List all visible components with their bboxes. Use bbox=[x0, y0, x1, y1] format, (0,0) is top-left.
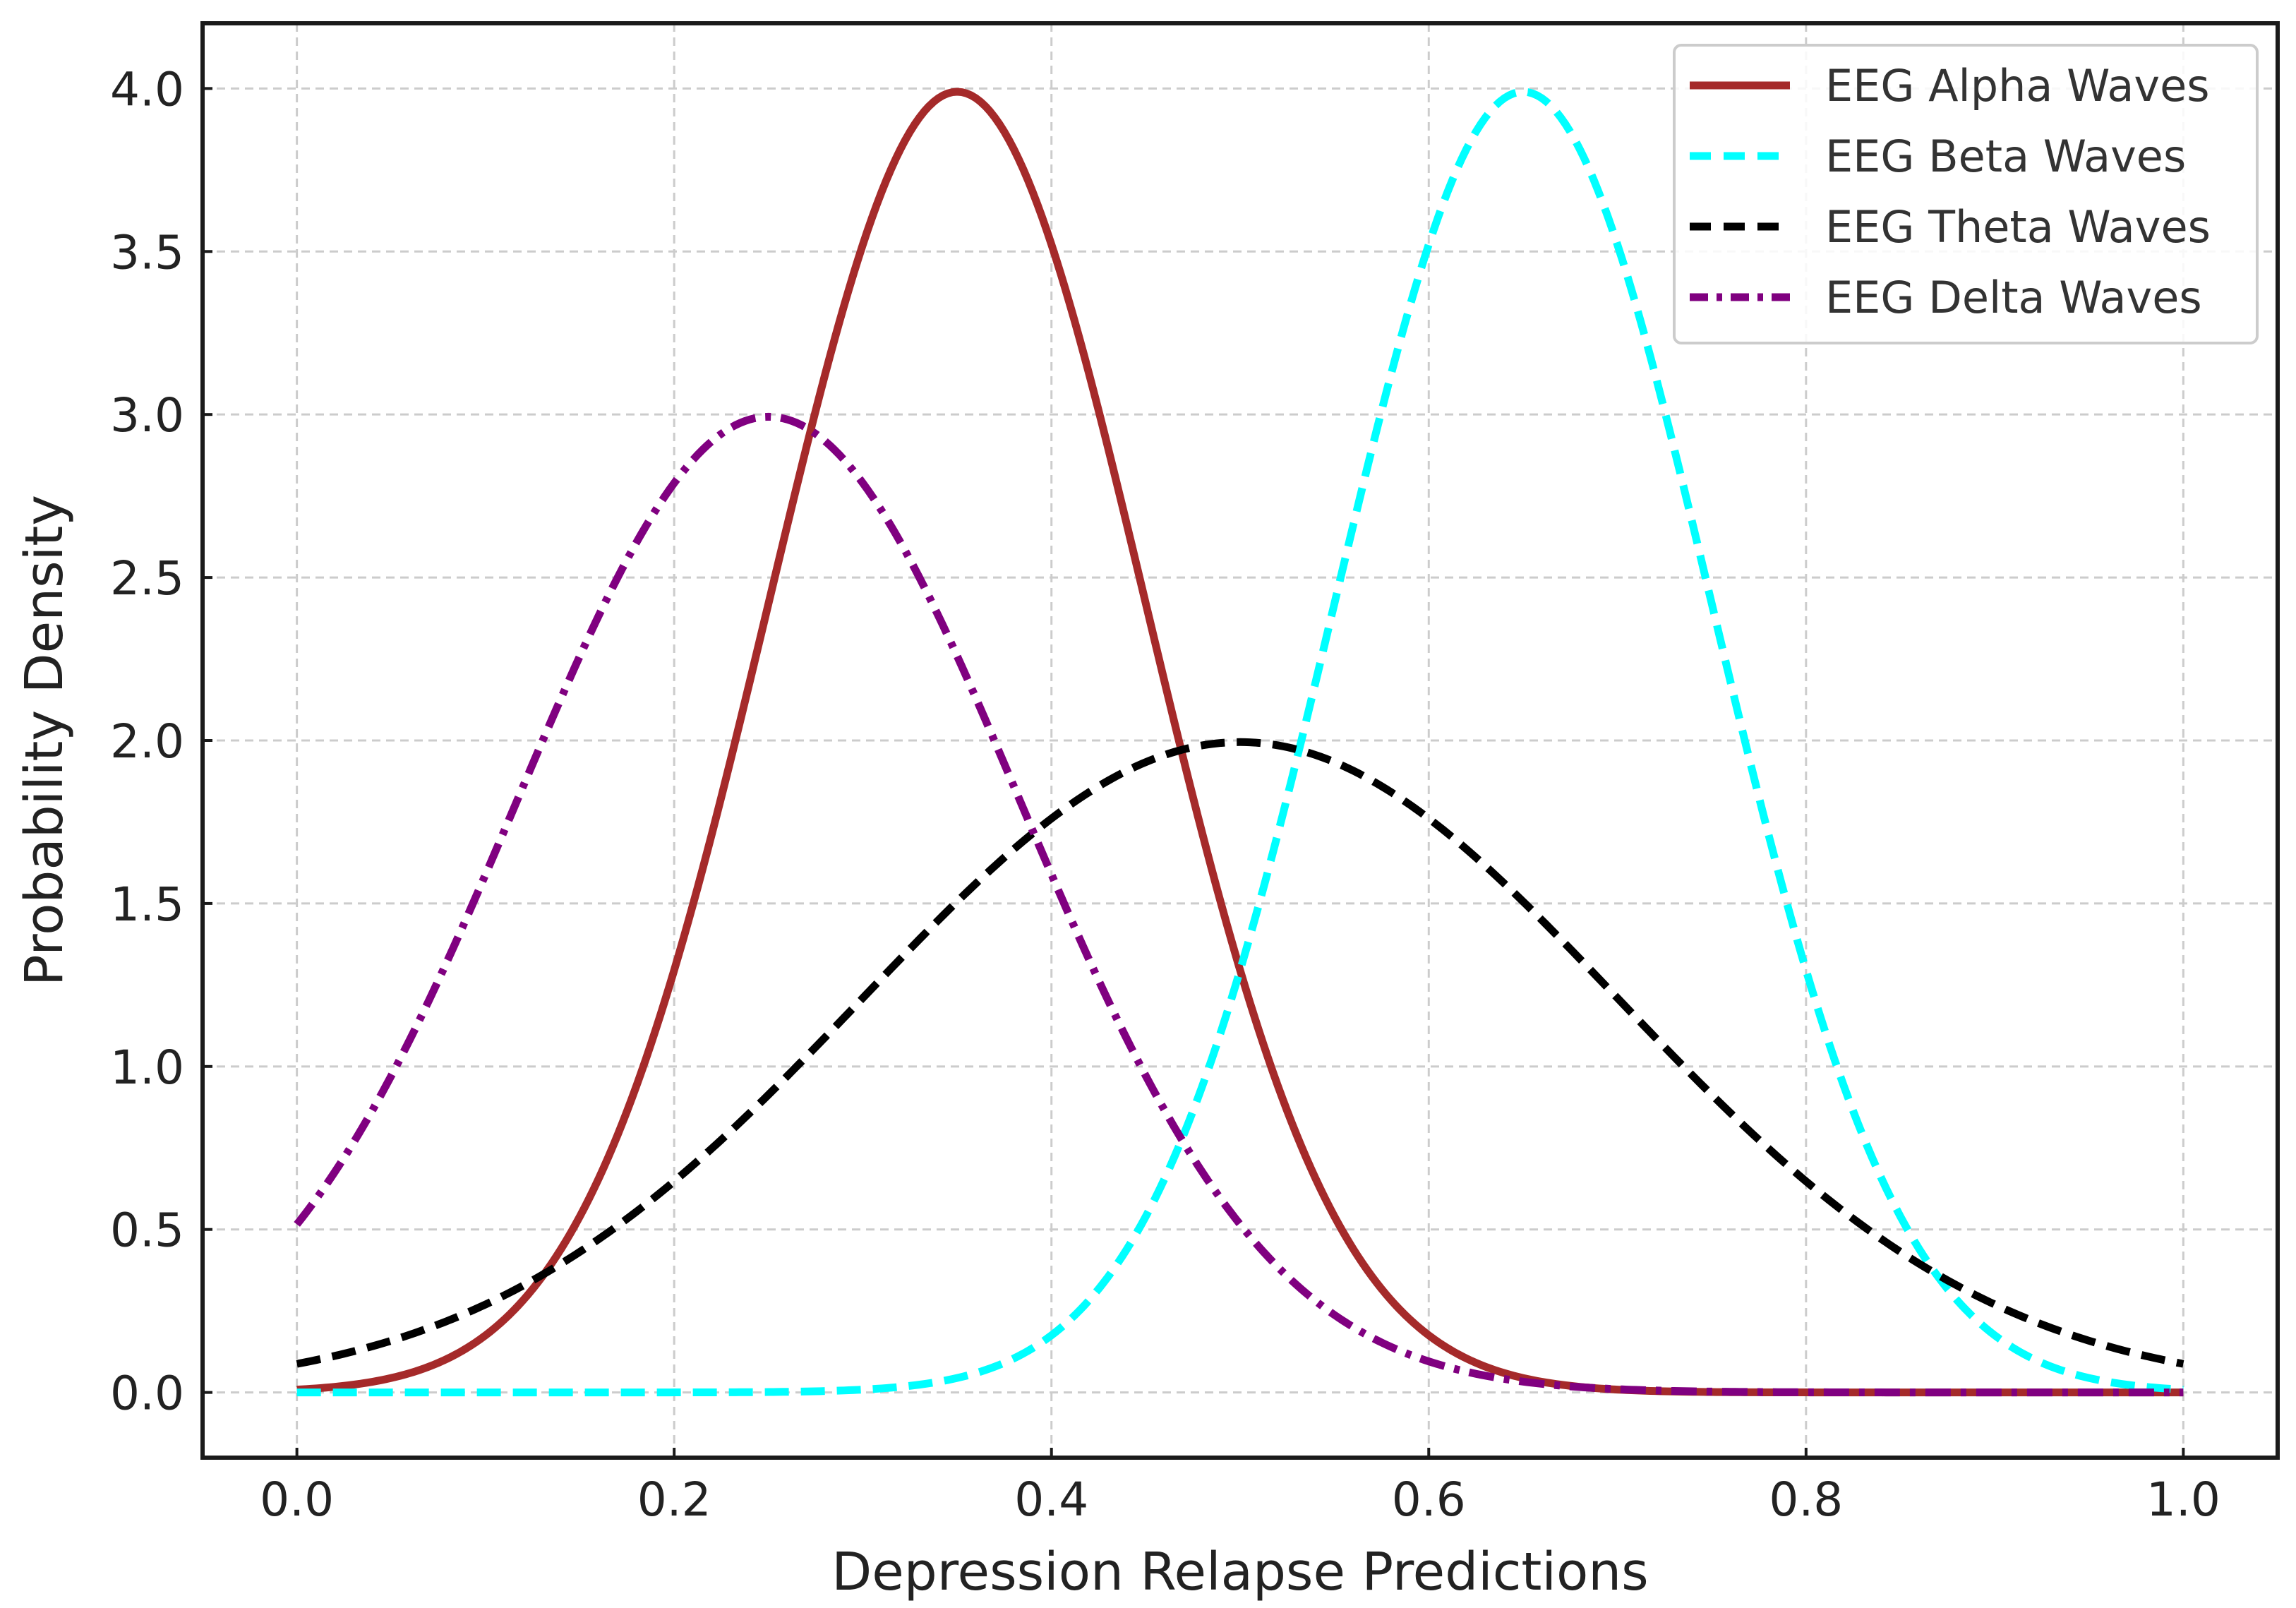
legend-label: EEG Theta Waves bbox=[1825, 201, 2211, 253]
legend-label: EEG Delta Waves bbox=[1825, 272, 2202, 323]
x-tick-label: 0.0 bbox=[260, 1472, 334, 1527]
series-lines bbox=[294, 88, 2184, 1397]
y-tick-label: 0.0 bbox=[110, 1367, 184, 1421]
legend-label: EEG Alpha Waves bbox=[1825, 60, 2210, 112]
y-tick-label: 3.5 bbox=[110, 225, 184, 280]
y-tick-label: 1.5 bbox=[110, 877, 184, 932]
y-tick-label: 2.5 bbox=[110, 551, 184, 606]
series-line-eeg-delta-waves bbox=[294, 412, 2184, 1397]
x-tick-label: 0.8 bbox=[1769, 1472, 1843, 1527]
y-tick-label: 4.0 bbox=[110, 62, 184, 116]
y-tick-label: 1.0 bbox=[110, 1040, 184, 1095]
x-tick-label: 0.2 bbox=[637, 1472, 711, 1527]
y-axis-label: Probability Density bbox=[14, 495, 75, 986]
y-tick-label: 0.5 bbox=[110, 1204, 184, 1258]
axis-ticks: 0.0 0.2 0.4 0.6 0.8 1.0 0.0 0.5 1.0 1.5 2.0 2.5 3.0 3… bbox=[110, 62, 2220, 1527]
x-tick-label: 1.0 bbox=[2146, 1472, 2220, 1527]
series-line-eeg-theta-waves bbox=[296, 738, 2184, 1368]
y-tick-label: 2.0 bbox=[110, 714, 184, 769]
x-tick-label: 0.6 bbox=[1392, 1472, 1466, 1527]
series-line-eeg-beta-waves bbox=[296, 88, 2184, 1397]
x-axis-label: Depression Relapse Predictions bbox=[831, 1542, 1648, 1602]
series-line-eeg-alpha-waves bbox=[296, 88, 2184, 1397]
y-tick-label: 3.0 bbox=[110, 388, 184, 443]
x-tick-label: 0.4 bbox=[1014, 1472, 1088, 1527]
legend-box bbox=[1673, 44, 2259, 344]
legend: EEG Alpha Waves EEG Beta Waves EEG Theta W… bbox=[1673, 44, 2259, 344]
legend-label: EEG Beta Waves bbox=[1825, 131, 2186, 182]
